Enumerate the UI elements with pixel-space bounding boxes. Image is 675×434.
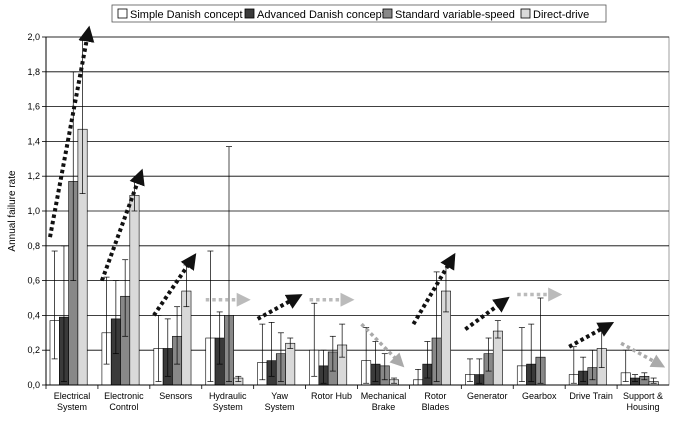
y-tick-label: 0,2 [27, 345, 40, 355]
trend-arrow-2 [152, 253, 197, 317]
x-tick-label: Drive Train [569, 391, 613, 401]
x-tick-label: System [213, 402, 243, 412]
legend-swatch [382, 8, 393, 19]
y-tick-label: 2,0 [27, 32, 40, 42]
x-tick-label: Brake [372, 402, 396, 412]
y-tick-label: 0,4 [27, 310, 40, 320]
trend-arrow-11 [620, 341, 666, 368]
x-tick-label: Rotor Hub [311, 391, 352, 401]
y-tick-label: 1,8 [27, 67, 40, 77]
trend-arrow-4 [256, 294, 303, 321]
trend-arrow-6 [360, 322, 405, 368]
x-tick-label: Housing [627, 402, 660, 412]
legend-label: Direct-drive [533, 9, 589, 21]
legend-swatch [117, 8, 128, 19]
x-tick-label: Electrical [54, 391, 91, 401]
trend-arrow-10 [568, 321, 615, 349]
trend-arrow-8 [464, 296, 510, 331]
x-tick-label: Sensors [159, 391, 193, 401]
bar-3-1 [129, 195, 140, 386]
tick-labels: 0,0 0,2 0,4 0,6 0,8 1,0 1,2 1,4 1,6 1,8 2,0 Electri… [27, 32, 663, 412]
trend-arrow-1 [100, 168, 145, 282]
y-tick-label: 0,8 [27, 241, 40, 251]
y-tick-label: 0,0 [27, 380, 40, 390]
y-tick-label: 1,0 [27, 206, 40, 216]
legend-label: Standard variable-speed [395, 9, 515, 21]
x-tick-label: Electronic [104, 391, 144, 401]
x-tick-label: Gearbox [522, 391, 557, 401]
error-bars [51, 40, 657, 386]
y-tick-label: 1,2 [27, 171, 40, 181]
legend: Simple Danish concept Advanced Danish co… [111, 4, 607, 23]
legend-label: Advanced Danish concept [257, 9, 385, 21]
x-tick-label: Hydraulic [209, 391, 247, 401]
bar-3-8 [492, 330, 503, 386]
trend-arrows [48, 25, 666, 368]
bar-3-4 [285, 342, 296, 386]
x-tick-label: Control [109, 402, 138, 412]
x-tick-label: Generator [467, 391, 508, 401]
gridlines [45, 36, 670, 386]
y-tick-label: 0,6 [27, 276, 40, 286]
legend-swatch [244, 8, 255, 19]
x-tick-label: Support & [623, 391, 663, 401]
x-tick-label: System [265, 402, 295, 412]
legend-swatch [520, 8, 531, 19]
x-tick-label: Blades [422, 402, 450, 412]
x-tick-label: Yaw [271, 391, 288, 401]
legend-box [111, 4, 607, 23]
axes [42, 36, 669, 389]
x-tick-label: System [57, 402, 87, 412]
x-tick-label: Rotor [424, 391, 446, 401]
y-tick-label: 1,4 [27, 136, 40, 146]
x-tick-label: Mechanical [361, 391, 407, 401]
y-tick-label: 1,6 [27, 102, 40, 112]
trend-arrow-0 [48, 25, 95, 238]
legend-label: Simple Danish concept [130, 9, 243, 21]
y-axis-title: Annual failure rate [7, 170, 18, 252]
